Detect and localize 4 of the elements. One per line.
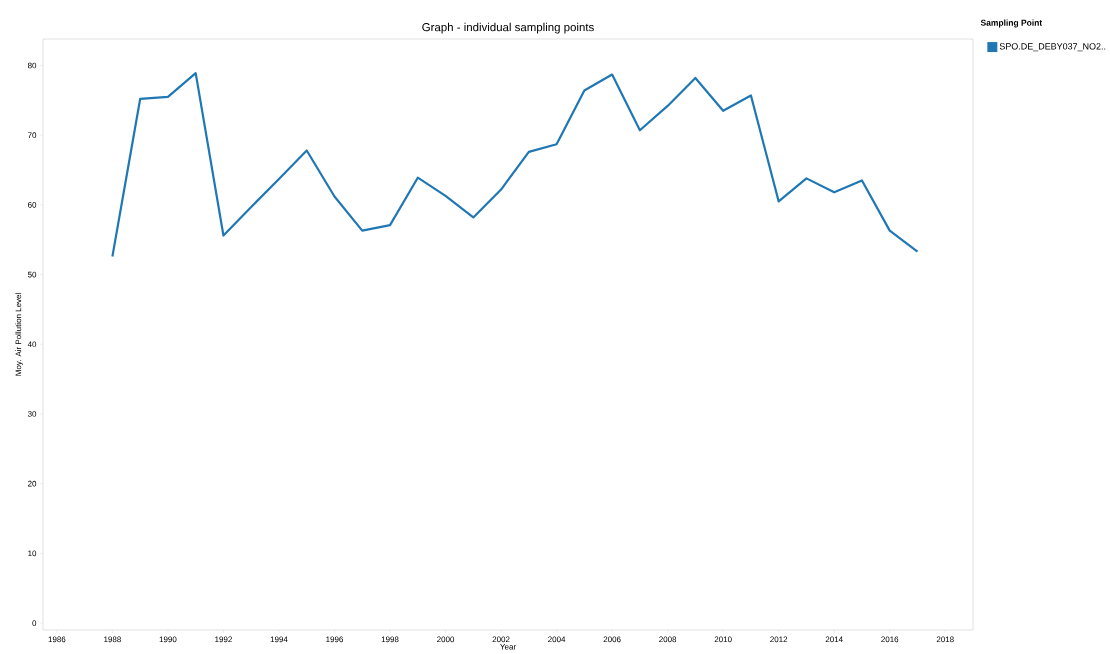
chart-title: Graph - individual sampling points bbox=[422, 22, 594, 34]
legend-label: SPO.DE_DEBY037_NO2.. bbox=[999, 43, 1106, 52]
legend-title: Sampling Point bbox=[980, 19, 1043, 28]
line-series bbox=[111, 72, 919, 258]
